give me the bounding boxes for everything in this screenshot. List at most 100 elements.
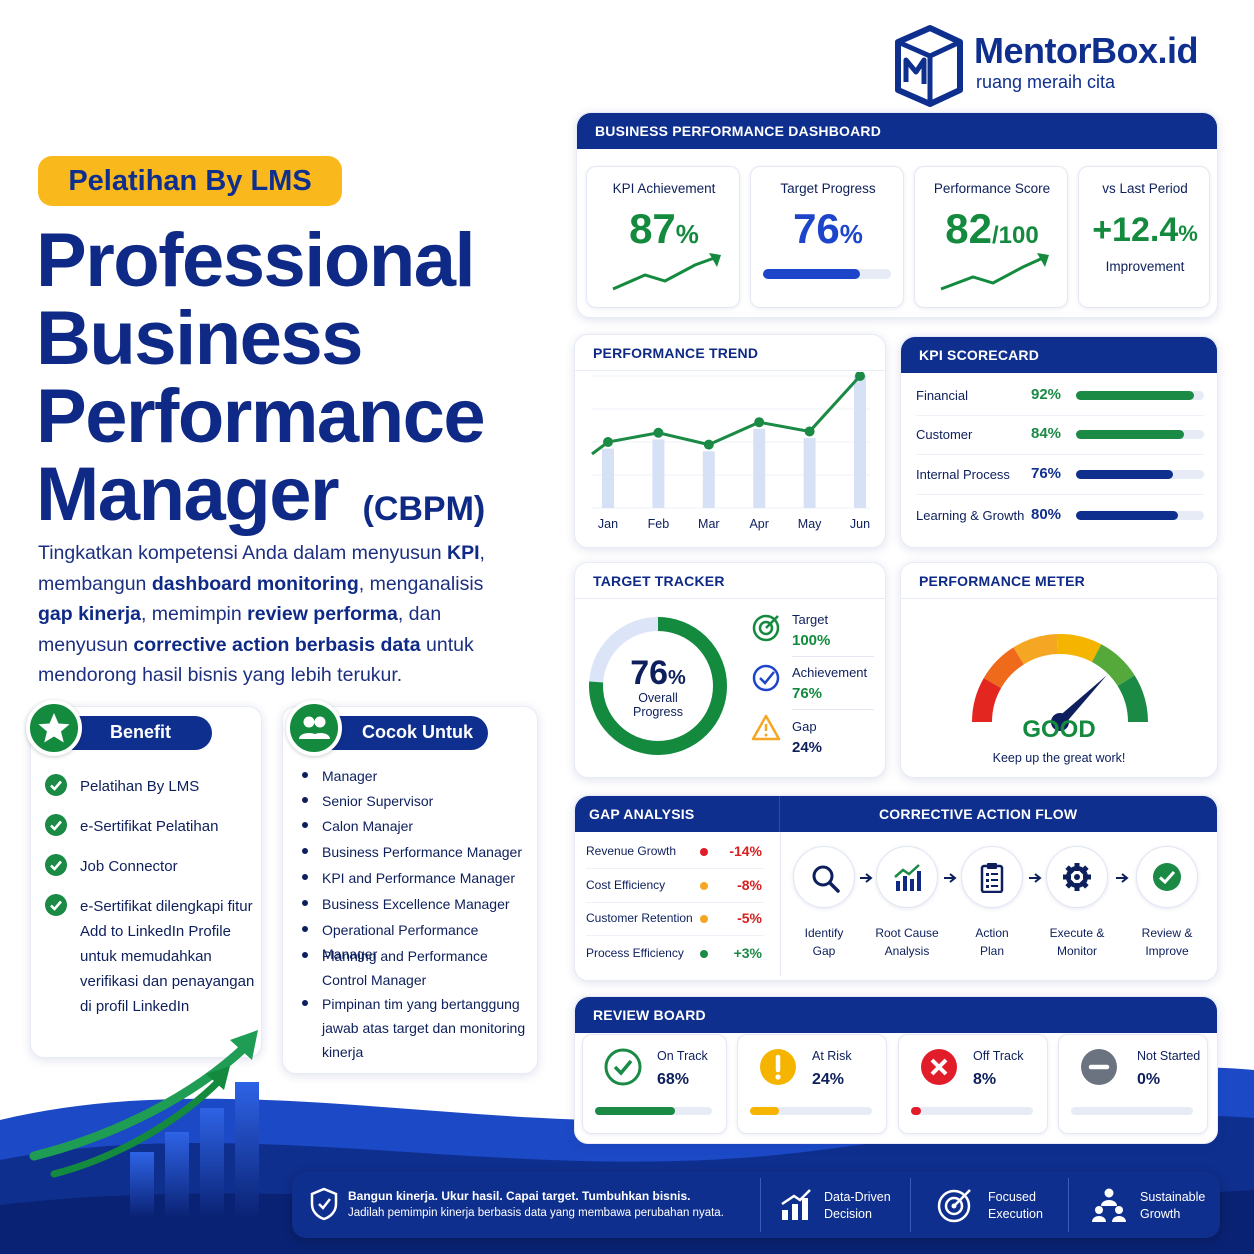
gauge-segment [1117,675,1148,722]
trend-point [603,437,613,447]
kpi-achievement-tile: KPI Achievement 87% [586,166,740,308]
performance-meter-panel: PERFORMANCE METER [900,562,1218,778]
meter-title: PERFORMANCE METER [901,563,1217,599]
scorecard-value: 80% [1031,506,1062,523]
score-unit: /100 [992,222,1039,249]
trend-point [653,427,664,438]
scorecard-bar-fill [1076,470,1174,479]
trend-point [703,439,714,450]
kpi-label: KPI Achievement [612,181,716,196]
flow-step-label-2: Improve [1145,944,1189,958]
gap-title: GAP ANALYSIS [589,806,695,822]
scorecard-label: Learning & Growth [916,508,1025,523]
target-audience-card [282,706,538,1074]
star-badge-icon [26,700,82,756]
clipboard-icon [980,863,1004,893]
status-dot [700,882,708,890]
review-bar-fill [595,1107,675,1115]
desc-text: , dan menyusun [38,603,442,656]
review-tile: On Track 68% [582,1034,727,1134]
review-value: 68% [657,1071,690,1088]
hero-description: Tingkatkan kompetensi Anda dalam menyusu… [38,538,508,691]
title-abbr: (CBPM) [362,490,486,528]
scorecard-bar [1076,391,1204,400]
desc-text: untuk mendorong hasil bisnis yang lebih … [38,633,474,687]
dashboard-title: BUSINESS PERFORMANCE DASHBOARD [577,113,1217,149]
kpi-value-wrap: 87% [587,205,741,253]
trend-bar [602,448,614,508]
vs-last-period-tile: vs Last Period +12.4% Improvement [1078,166,1210,308]
feature-label-2-1: Sustainable [1140,1190,1206,1204]
trend-up-icon [612,253,721,291]
flow-step-circle [1136,846,1198,908]
flow-step-circle [961,846,1023,908]
gap-flow-divider [780,832,781,976]
scorecard-bar [1076,430,1204,439]
trend-up-icon [940,253,1049,291]
trend-point [855,372,865,381]
chart-icon [894,864,921,891]
target-progress-tile: Target Progress 76% [750,166,904,308]
check-circle-icon [752,664,780,692]
benefit-label: e-Sertifikat dilengkapi fitur Add to Lin… [80,898,255,1015]
bullet [302,772,308,778]
review-tiles: On Track 68% At Risk 24% Off Track 8% Not Star… [574,1034,1218,1138]
brand-tagline: ruang meraih cita [976,72,1116,92]
x-tick-label: Feb [648,517,670,531]
scorecard-row: Learning & Growth 80% [900,506,1218,528]
gear-icon [1063,863,1091,891]
title-line-4: Manager [36,452,340,537]
warning-icon [751,714,781,741]
benefit-label: e-Sertifikat Pelatihan [80,818,219,835]
footer-divider [760,1178,761,1232]
performance-gauge [972,634,1148,731]
review-tile: Not Started 0% [1058,1034,1208,1134]
gap-label: Revenue Growth [586,844,677,858]
score-label: Performance Score [933,181,1051,196]
scorecard-label: Internal Process [916,467,1010,482]
review-label: Off Track [973,1049,1024,1063]
scorecard-value: 76% [1031,465,1062,482]
gauge-segment [1091,644,1135,686]
gap-value: -5% [737,910,762,926]
scorecard-value: 84% [1031,425,1062,442]
target-progress-fill [763,269,861,279]
status-dot [700,848,708,856]
scorecard-row: Customer 84% [900,425,1218,455]
magnifier-icon [812,865,840,893]
target-value-wrap: 76% [751,205,905,253]
review-tile: At Risk 24% [737,1034,887,1134]
feature-label-1-1: Focused [988,1190,1036,1204]
review-label: At Risk [812,1049,852,1063]
scorecard-bar [1076,511,1204,520]
feature-label-2-2: Growth [1140,1207,1181,1221]
gap-value: -8% [737,877,762,893]
gap-rows: Revenue Growth -14% Cost Efficiency -8% Cust… [574,832,784,972]
trend-bar [803,438,816,508]
flow-step-label-1: Root Cause [875,926,939,940]
bullet [302,900,308,906]
desc-highlight: review performa [247,603,398,625]
trend-point [804,426,815,437]
gauge-segment [1013,634,1058,665]
bullet [302,822,308,828]
flow-step-label-1: Execute & [1049,926,1105,940]
x-tick-label: Jun [850,517,870,531]
scorecard-bar [1076,470,1204,479]
bullet [302,926,308,932]
page-title: Professional Business Performance Manage… [36,222,556,534]
bar-chart-icon [781,1189,811,1220]
flow-step-label-2: Gap [812,944,836,958]
gap-divider [779,796,780,832]
scorecard-label: Financial [916,388,969,403]
cocok-label: Senior Supervisor [322,793,434,809]
flow-step-label-1: Identify [804,926,844,940]
gap-value: +3% [733,945,762,961]
desc-text: Tingkatkan kompetensi Anda dalam menyusu… [38,542,448,564]
tracker-center: 76% Overall Progress [586,654,730,719]
tracker-label-1: Overall [638,691,678,705]
x-tick-label: Mar [698,517,720,531]
status-dot [700,950,708,958]
scorecard-rows: Financial 92% Customer 84% Internal Process 7… [900,372,1218,548]
performance-trend-chart: Jan Feb Mar Apr May Jun [591,372,870,531]
